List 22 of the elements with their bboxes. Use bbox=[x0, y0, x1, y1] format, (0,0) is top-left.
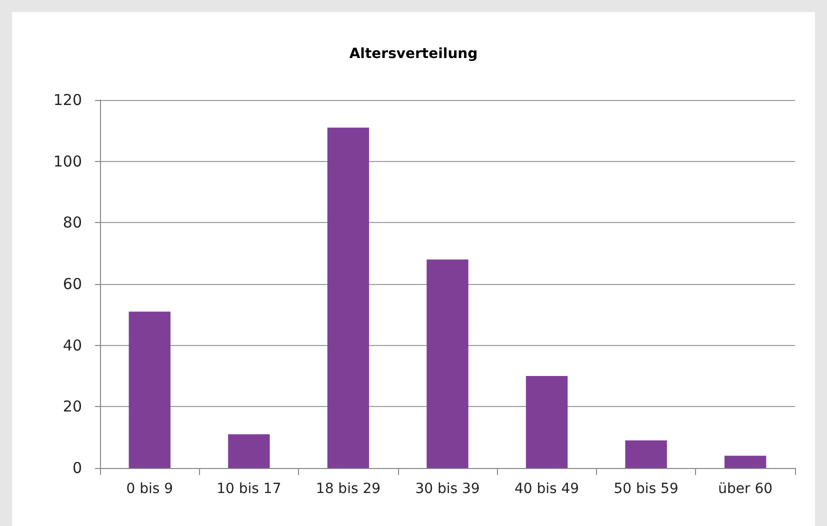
x-tick-label: 10 bis 17 bbox=[216, 481, 282, 497]
x-tick-label: 50 bis 59 bbox=[614, 481, 678, 497]
bar bbox=[625, 440, 667, 468]
y-tick-label: 60 bbox=[62, 275, 82, 293]
y-tick-label: 40 bbox=[62, 336, 82, 354]
y-tick-label: 0 bbox=[72, 459, 82, 477]
bar bbox=[526, 376, 568, 468]
bar bbox=[724, 456, 766, 468]
bar bbox=[228, 434, 270, 468]
x-tick-label: 18 bis 29 bbox=[316, 481, 381, 497]
chart-title: Altersverteilung bbox=[349, 46, 478, 62]
bar bbox=[426, 259, 468, 468]
bar bbox=[327, 128, 370, 468]
x-tick-label: 40 bis 49 bbox=[514, 481, 580, 497]
bar bbox=[128, 312, 170, 468]
y-tick-label: 20 bbox=[62, 398, 82, 416]
x-tick-label: 0 bis 9 bbox=[126, 481, 174, 497]
y-tick-label: 100 bbox=[53, 152, 82, 170]
y-tick-label: 120 bbox=[53, 91, 82, 109]
x-tick-label: 30 bis 39 bbox=[415, 481, 480, 497]
x-tick-label: über 60 bbox=[718, 481, 773, 497]
y-tick-label: 80 bbox=[62, 214, 82, 232]
